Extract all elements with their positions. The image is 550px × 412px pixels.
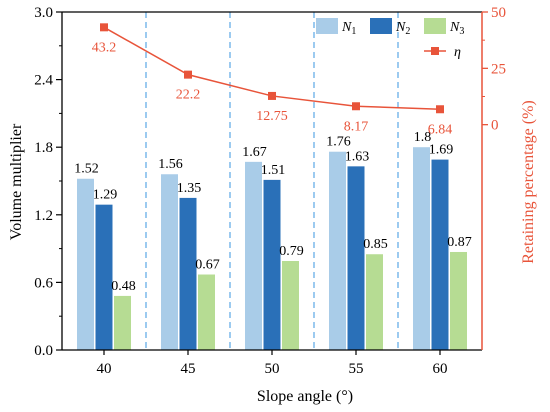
bars [77,147,467,350]
x-axis-ticks: 40 45 50 55 60 [97,350,448,377]
bar-n1-45 [161,174,178,350]
bar-value-label: 1.69 [429,143,454,158]
x-tick-label: 60 [433,361,448,377]
eta-line: 43.2 22.2 12.75 8.17 6.84 [92,23,453,137]
bar-value-label: 1.8 [414,130,432,145]
x-tick-label: 40 [97,361,112,377]
bar-value-label: 1.76 [326,135,351,150]
bar-labels: 1.52 1.56 1.67 1.76 1.8 1.29 1.35 1.51 1.63 1.69 0… [74,130,472,294]
bar-value-label: 1.29 [93,188,118,203]
bar-n2-40 [95,204,113,350]
legend-label-n1: N1 [341,20,356,37]
bar-n1-40 [77,178,94,350]
bar-value-label: 0.79 [279,244,304,259]
legend-eta-marker [431,47,439,55]
bar-n2-50 [263,179,281,350]
y-axis-ticks: 0.0 0.6 1.2 1.8 2.4 3.0 [34,5,62,359]
eta-point [352,102,360,111]
y-axis-title: Volume multiplier [8,123,25,240]
y2-tick-label: 50 [491,5,506,21]
eta-value-label: 6.84 [428,122,453,137]
bar-value-label: 1.51 [261,163,286,178]
y-tick-label: 0.6 [34,275,53,291]
bar-n1-50 [245,161,262,350]
x-tick-label: 55 [349,361,364,377]
y2-axis-title: Retaining percentage (%) [520,100,537,263]
eta-value-label: 43.2 [92,40,117,55]
x-axis-title: Slope angle (°) [257,388,353,405]
y2-tick-label: 25 [491,61,506,77]
y-tick-label: 2.4 [34,73,53,89]
bar-n3-60 [450,251,467,350]
bar-n2-45 [179,197,197,350]
bar-n3-50 [282,260,299,350]
legend-swatch-n2 [370,18,392,34]
y-tick-label: 1.2 [34,208,53,224]
y-tick-label: 0.0 [34,343,53,359]
category-separators [145,12,399,350]
bar-n1-60 [413,147,430,350]
bar-value-label: 1.35 [177,181,202,196]
bar-n2-55 [347,166,365,350]
bar-value-label: 0.87 [447,235,472,250]
eta-point [184,70,192,79]
eta-point [268,91,276,100]
bar-n2-60 [431,159,449,350]
bar-value-label: 0.85 [363,237,388,252]
bar-n3-45 [198,274,215,350]
legend-label-eta: η [454,45,461,60]
x-tick-label: 45 [181,361,196,377]
bar-value-label: 1.63 [345,149,370,164]
legend: N1 N2 N3 η [316,18,464,60]
eta-point [100,23,108,32]
bar-value-label: 1.52 [74,162,99,177]
y2-tick-label: 0 [491,118,499,134]
legend-label-n2: N2 [395,20,410,37]
y-tick-label: 1.8 [34,140,53,156]
bar-value-label: 0.48 [111,279,136,294]
bar-value-label: 1.67 [242,145,267,160]
x-tick-label: 50 [265,361,280,377]
bar-value-label: 1.56 [158,157,183,172]
bar-value-label: 0.67 [195,258,220,273]
legend-swatch-n3 [424,18,446,34]
y-tick-label: 3.0 [34,5,53,21]
bar-n3-40 [114,295,131,350]
bar-n3-55 [366,254,383,350]
bar-n1-55 [329,151,346,350]
y2-axis-ticks: 0 25 50 [482,5,506,134]
legend-swatch-n1 [316,18,338,34]
eta-point [436,105,444,114]
legend-label-n3: N3 [449,20,464,37]
eta-value-label: 22.2 [176,88,201,103]
eta-value-label: 12.75 [256,109,288,124]
eta-value-label: 8.17 [344,119,369,134]
